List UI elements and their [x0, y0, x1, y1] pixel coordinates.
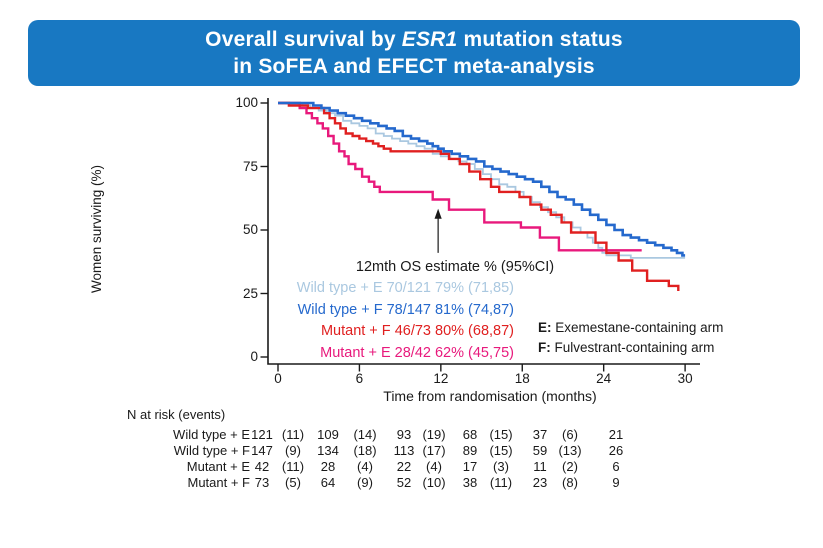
y-tick-label: 0: [250, 349, 258, 364]
title-line-1: Overall survival by ESR1 mutation status: [205, 26, 623, 53]
risk-row-label: Mutant + F: [187, 475, 251, 490]
y-tick-label: 75: [242, 158, 258, 174]
arm-key-e-prefix: E:: [538, 320, 552, 335]
legend-entry: Mutant + E 28/42 62% (45,75): [320, 344, 514, 361]
risk-value: 134: [317, 443, 339, 458]
risk-value: 113: [393, 443, 415, 458]
risk-value: (4): [426, 459, 442, 474]
risk-value: 93: [396, 427, 412, 442]
legend: Wild type + E 70/121 79% (71,85) Wild typ…: [270, 278, 514, 364]
annotation-arrow-head: [434, 208, 442, 219]
risk-value: (9): [285, 443, 301, 458]
risk-row-label: Mutant + E: [186, 459, 250, 474]
risk-value: (11): [281, 427, 305, 442]
risk-value: (13): [558, 443, 582, 458]
x-tick-label: 0: [274, 371, 282, 386]
risk-value: (14): [353, 427, 377, 442]
legend-entry: Mutant + F 46/73 80% (68,87): [320, 323, 514, 340]
risk-value: 38: [462, 475, 478, 490]
arm-key: E: Exemestane-containing arm F: Fulvestr…: [538, 318, 723, 358]
title-line1-gene: ESR1: [401, 28, 458, 51]
risk-value: (2): [562, 459, 578, 474]
x-tick-label: 24: [596, 371, 612, 386]
risk-value: 59: [532, 443, 548, 458]
y-axis-title: Women surviving (%): [89, 164, 104, 294]
risk-row-label: Wild type + F: [173, 443, 250, 458]
curve-wild-type-f: [278, 101, 686, 257]
risk-value: (15): [489, 427, 513, 442]
risk-value: 121: [251, 427, 273, 442]
risk-value: 52: [396, 475, 412, 490]
title-line1-pre: Overall survival by: [205, 28, 402, 51]
x-tick-label: 12: [433, 371, 449, 386]
risk-value: 147: [251, 443, 273, 458]
annotation-12mth-os: 12mth OS estimate % (95%CI): [355, 259, 555, 275]
risk-value: 26: [608, 443, 624, 458]
risk-value: (18): [353, 443, 377, 458]
arm-key-e-text: Exemestane-containing arm: [551, 320, 724, 335]
curve-wild-type-e: [278, 102, 686, 259]
risk-value: (8): [562, 475, 578, 490]
risk-value: (10): [422, 475, 446, 490]
legend-entry: Wild type + F 78/147 81% (74,87): [297, 301, 514, 318]
title-banner: Overall survival by ESR1 mutation status…: [28, 20, 800, 86]
risk-table-header: N at risk (events): [127, 407, 226, 422]
title-line1-post: mutation status: [457, 28, 623, 51]
risk-value: 9: [612, 475, 620, 490]
title-line-2: in SoFEA and EFECT meta-analysis: [233, 55, 595, 78]
y-tick-label: 50: [242, 222, 258, 237]
risk-value: 68: [462, 427, 478, 442]
arm-key-exemestane: E: Exemestane-containing arm: [538, 318, 723, 338]
risk-value: (15): [489, 443, 513, 458]
x-tick-label: 6: [355, 371, 364, 386]
risk-value: 73: [254, 475, 270, 490]
km-plot: [260, 98, 700, 372]
risk-value: 89: [462, 443, 478, 458]
risk-value: (5): [285, 475, 301, 490]
risk-value: (3): [493, 459, 509, 474]
risk-row: Wild type + E 121 (11) 109 (14) 93 (19) 68 (15) 3…: [0, 427, 823, 443]
x-tick-label: 30: [677, 371, 693, 386]
risk-value: (11): [281, 459, 305, 474]
risk-value: (9): [357, 475, 373, 490]
risk-value: 17: [462, 459, 478, 474]
y-tick-label: 100: [235, 95, 258, 110]
risk-value: 21: [608, 427, 624, 442]
y-tick-label: 25: [242, 285, 258, 301]
risk-value: 23: [532, 475, 548, 490]
risk-row: Wild type + F 147 (9) 134 (18) 113 (17) 89 (15) 5…: [0, 443, 823, 459]
curve-mutant-f: [278, 101, 680, 291]
arm-key-f-prefix: F:: [538, 340, 551, 355]
risk-value: 28: [320, 459, 336, 474]
risk-value: 6: [612, 459, 620, 474]
risk-value: 109: [317, 427, 339, 442]
risk-row-label: Wild type + E: [173, 427, 250, 442]
risk-value: (19): [422, 427, 446, 442]
x-axis-title: Time from randomisation (months): [383, 388, 597, 404]
arm-key-f-text: Fulvestrant-containing arm: [550, 340, 715, 355]
risk-row: Mutant + E 42 (11) 28 (4) 22 (4) 17 (3) 11 (2) 6: [0, 459, 823, 475]
legend-entry: Wild type + E 70/121 79% (71,85): [296, 280, 514, 296]
curve-mutant-e: [278, 101, 642, 252]
risk-value: (11): [489, 475, 513, 490]
risk-value: 11: [533, 459, 547, 474]
risk-value: 64: [320, 475, 336, 490]
risk-value: (17): [422, 443, 446, 458]
risk-value: 22: [396, 459, 412, 474]
risk-value: 42: [254, 459, 270, 474]
risk-value: (4): [357, 459, 373, 474]
risk-value: (6): [562, 427, 578, 442]
risk-row: Mutant + F 73 (5) 64 (9) 52 (10) 38 (11) 23 (8) 9: [0, 475, 823, 491]
arm-key-fulvestrant: F: Fulvestrant-containing arm: [538, 338, 723, 358]
risk-value: 37: [532, 427, 548, 442]
axes-spines: [267, 98, 700, 365]
x-tick-label: 18: [514, 371, 530, 386]
